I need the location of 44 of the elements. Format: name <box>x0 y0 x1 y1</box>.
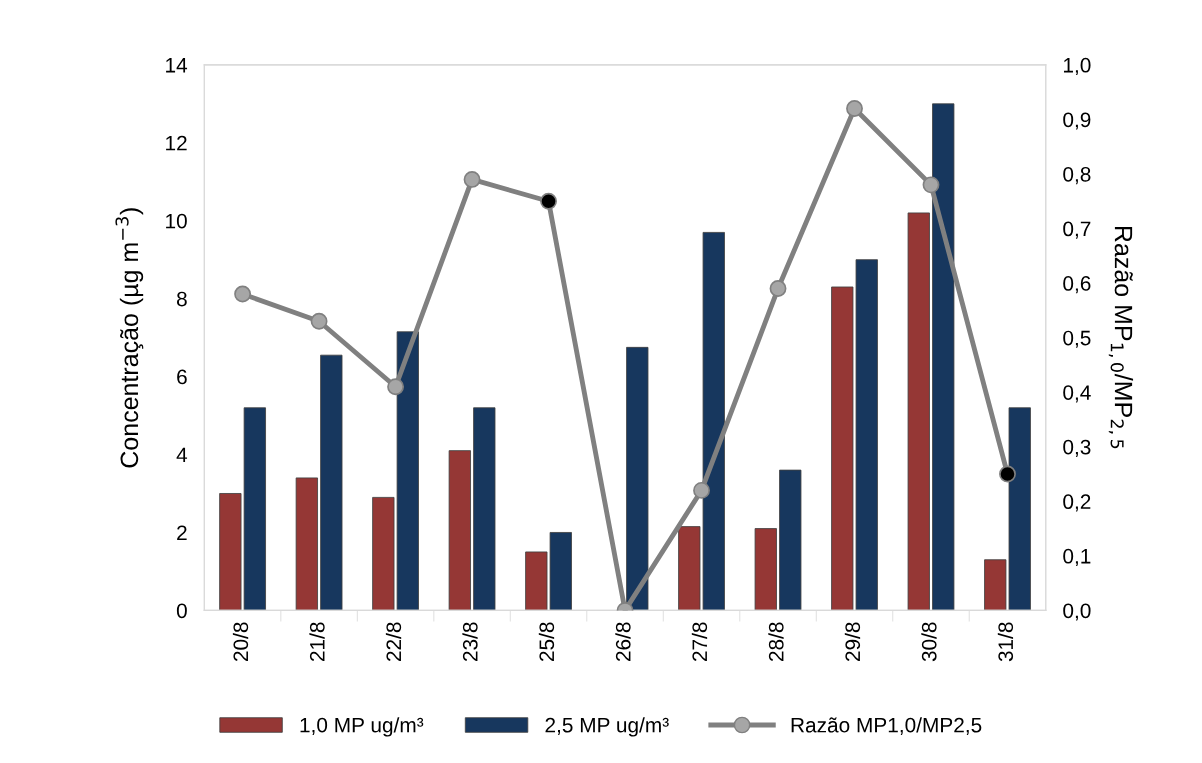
x-tick-label: 23/8 <box>462 622 478 662</box>
bar <box>448 450 471 611</box>
legend-label: 2,5 MP ug/m³ <box>545 717 669 737</box>
bar <box>320 354 343 611</box>
x-tick-label: 29/8 <box>844 622 861 662</box>
y-tick-label: 2 <box>177 525 187 541</box>
y2-tick-label: 0,3 <box>1063 439 1091 457</box>
y-tick-label: 4 <box>176 447 188 463</box>
y-axis-title: Concentração (µg m$^{−3}$) <box>115 208 144 468</box>
y2-tick-label: 0,9 <box>1063 112 1091 130</box>
x-tick-label: 31/8 <box>997 622 1014 662</box>
bar <box>473 407 496 611</box>
x-tick-label: 21/8 <box>309 622 325 662</box>
y2-tick-label: 0,8 <box>1063 166 1091 185</box>
x-tick-label: 26/8 <box>615 622 631 662</box>
x-tick-label: 22/8 <box>385 622 402 662</box>
y2-tick-label: 0,0 <box>1063 603 1091 621</box>
legend-label: Razão MP1,0/MP2,5 <box>791 717 982 735</box>
y-tick-label: 10 <box>166 213 187 229</box>
y2-axis-title: Razão MP$_{1,0}$/MP$_{2,5}$ <box>1108 226 1134 449</box>
x-tick-label: 20/8 <box>232 622 249 662</box>
y-tick-label: 14 <box>166 58 188 73</box>
y2-tick-label: 0,2 <box>1063 494 1091 512</box>
y-tick-label: 8 <box>176 291 187 307</box>
bar <box>907 212 930 611</box>
y-tick-label: 6 <box>177 369 187 385</box>
bar <box>754 528 777 611</box>
y-tick-label: 0 <box>176 603 187 619</box>
bar <box>779 469 802 611</box>
x-tick-label: 25/8 <box>538 622 555 662</box>
y-tick-label: 12 <box>166 135 187 151</box>
y2-tick-label: 0,7 <box>1063 221 1091 239</box>
y2-tick-label: 0,4 <box>1063 385 1091 403</box>
x-tick-label: 27/8 <box>691 622 708 662</box>
bar <box>295 477 318 611</box>
y2-tick-label: 1,0 <box>1064 57 1091 76</box>
x-tick-label: 30/8 <box>921 622 937 662</box>
y2-tick-label: 0,5 <box>1063 330 1091 348</box>
y2-tick-label: 0,1 <box>1063 548 1091 567</box>
bar <box>932 103 955 611</box>
bar <box>626 346 649 611</box>
y2-tick-label: 0,6 <box>1063 276 1091 294</box>
legend-label: 1,0 MP ug/m³ <box>300 717 424 737</box>
x-tick-label: 28/8 <box>768 622 784 662</box>
